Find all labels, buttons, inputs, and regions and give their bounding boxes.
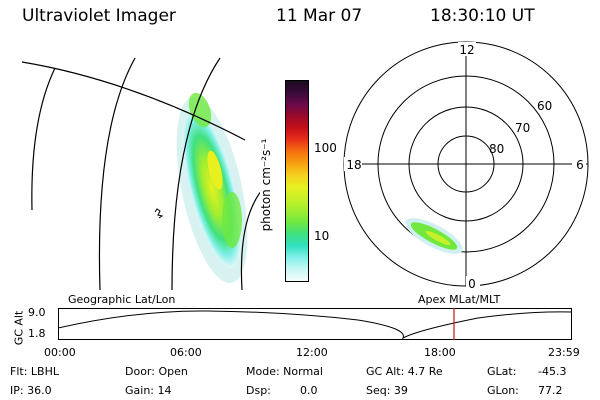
colorbar-tick-100: 100 <box>314 141 337 155</box>
polar-grid <box>343 41 589 287</box>
coastline <box>154 208 164 219</box>
glat-value: -45.3 <box>538 365 567 378</box>
time-tick-0600: 06:00 <box>170 346 202 359</box>
map-grid-lines <box>21 57 260 290</box>
filter-status: Flt: LBHL <box>10 365 59 378</box>
dsp-label: Dsp: <box>246 384 271 397</box>
mlt-label-12: 12 <box>459 43 474 57</box>
apex-mlat-mlt-label: Apex MLat/MLT <box>418 293 501 306</box>
color-bar <box>285 80 309 282</box>
glon-label: GLon: <box>487 384 519 397</box>
polar-aurora <box>405 218 463 254</box>
mlt-label-18: 18 <box>346 158 361 172</box>
time-tick-1200: 12:00 <box>296 346 328 359</box>
time-label: 18:30:10 UT <box>430 6 535 26</box>
mlt-label-6: 6 <box>576 158 584 172</box>
colorbar-unit-label: photon cm⁻²s⁻¹ <box>259 138 273 232</box>
alt-tick-1-8: 1.8 <box>28 327 46 340</box>
time-tick-0000: 00:00 <box>44 346 76 359</box>
gc-alt-axis-label: GC Alt <box>12 310 26 346</box>
aurora-emission <box>182 92 242 268</box>
geographic-latlon-label: Geographic Lat/Lon <box>68 293 176 306</box>
alt-tick-9: 9.0 <box>28 306 46 319</box>
polar-plot: 12 18 6 0 60 70 80 <box>343 41 589 291</box>
orbit-timeline <box>58 308 572 340</box>
ip-status: IP: 36.0 <box>10 384 52 397</box>
glon-value: 77.2 <box>538 384 563 397</box>
lat-label-70: 70 <box>515 121 530 135</box>
geographic-map <box>21 57 260 290</box>
mode-status: Mode: Normal <box>246 365 323 378</box>
colorbar-tick-10: 10 <box>314 229 330 243</box>
time-tick-2359: 23:59 <box>548 346 580 359</box>
door-status: Door: Open <box>125 365 188 378</box>
dsp-value: 0.0 <box>300 384 318 397</box>
gc-alt-status: GC Alt: 4.7 Re <box>366 365 443 378</box>
mlt-label-0: 0 <box>468 277 476 291</box>
gain-status: Gain: 14 <box>125 384 172 397</box>
time-tick-1800: 18:00 <box>424 346 456 359</box>
glat-label: GLat: <box>487 365 517 378</box>
seq-status: Seq: 39 <box>366 384 408 397</box>
date-label: 11 Mar 07 <box>276 6 363 26</box>
lat-label-60: 60 <box>537 99 552 113</box>
instrument-title: Ultraviolet Imager <box>22 6 176 26</box>
lat-label-80: 80 <box>489 142 504 156</box>
